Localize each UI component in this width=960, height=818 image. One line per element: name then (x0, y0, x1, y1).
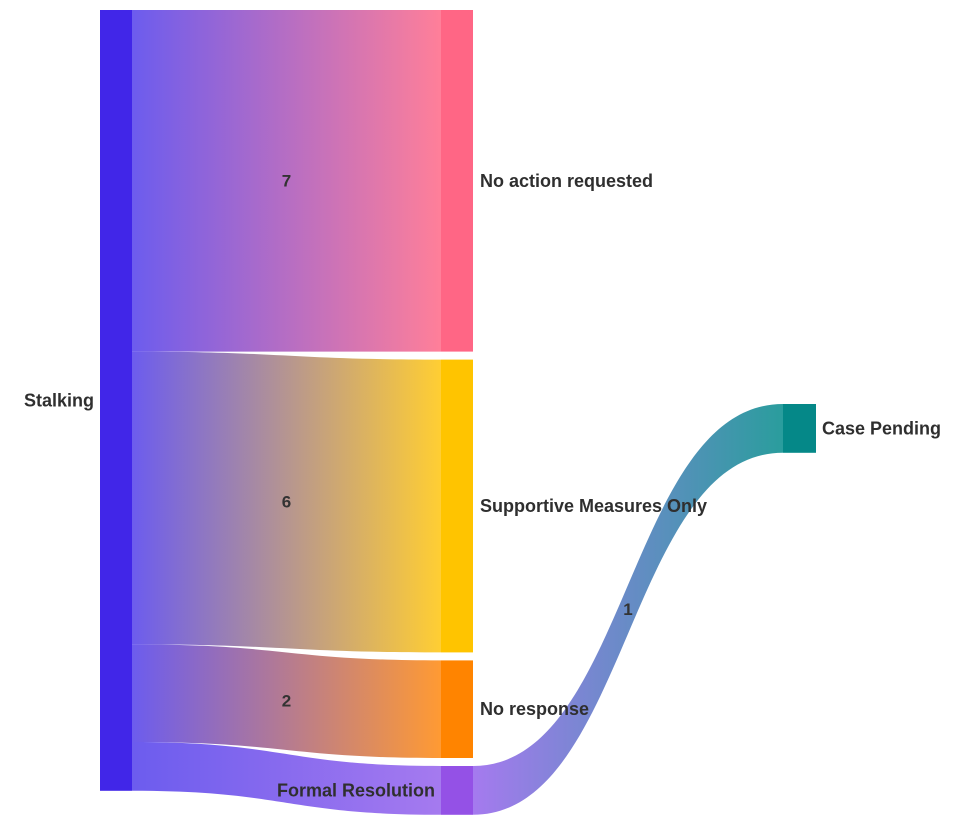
node-label-formal: Formal Resolution (277, 780, 435, 800)
node-label-pending: Case Pending (822, 418, 941, 438)
sankey-node-supportive (441, 359, 473, 653)
sankey-node-stalking (100, 10, 132, 791)
links-layer (132, 10, 783, 815)
sankey-link-stalking-supportive (132, 351, 441, 653)
sankey-link-stalking-no_response (132, 644, 441, 758)
node-label-no_action: No action requested (480, 171, 653, 191)
sankey-link-formal-pending (473, 404, 783, 815)
sankey-link-stalking-no_action (132, 10, 441, 352)
link-value-label-stalking-supportive: 6 (282, 493, 291, 512)
node-label-no_response: No response (480, 699, 589, 719)
sankey-link-stalking-formal (132, 742, 441, 815)
nodes-layer (100, 10, 816, 815)
link-value-label-stalking-no_response: 2 (282, 692, 291, 711)
sankey-node-no_response (441, 660, 473, 758)
sankey-node-pending (783, 404, 816, 453)
node-label-supportive: Supportive Measures Only (480, 496, 707, 516)
link-value-label-formal-pending: 1 (623, 600, 632, 619)
link-value-label-stalking-no_action: 7 (282, 171, 291, 190)
sankey-node-formal (441, 766, 473, 815)
labels-layer: 7 6 2 1 Stalking No action requested Supportiv… (24, 171, 941, 801)
node-label-stalking: Stalking (24, 390, 94, 410)
sankey-node-no_action (441, 10, 473, 352)
